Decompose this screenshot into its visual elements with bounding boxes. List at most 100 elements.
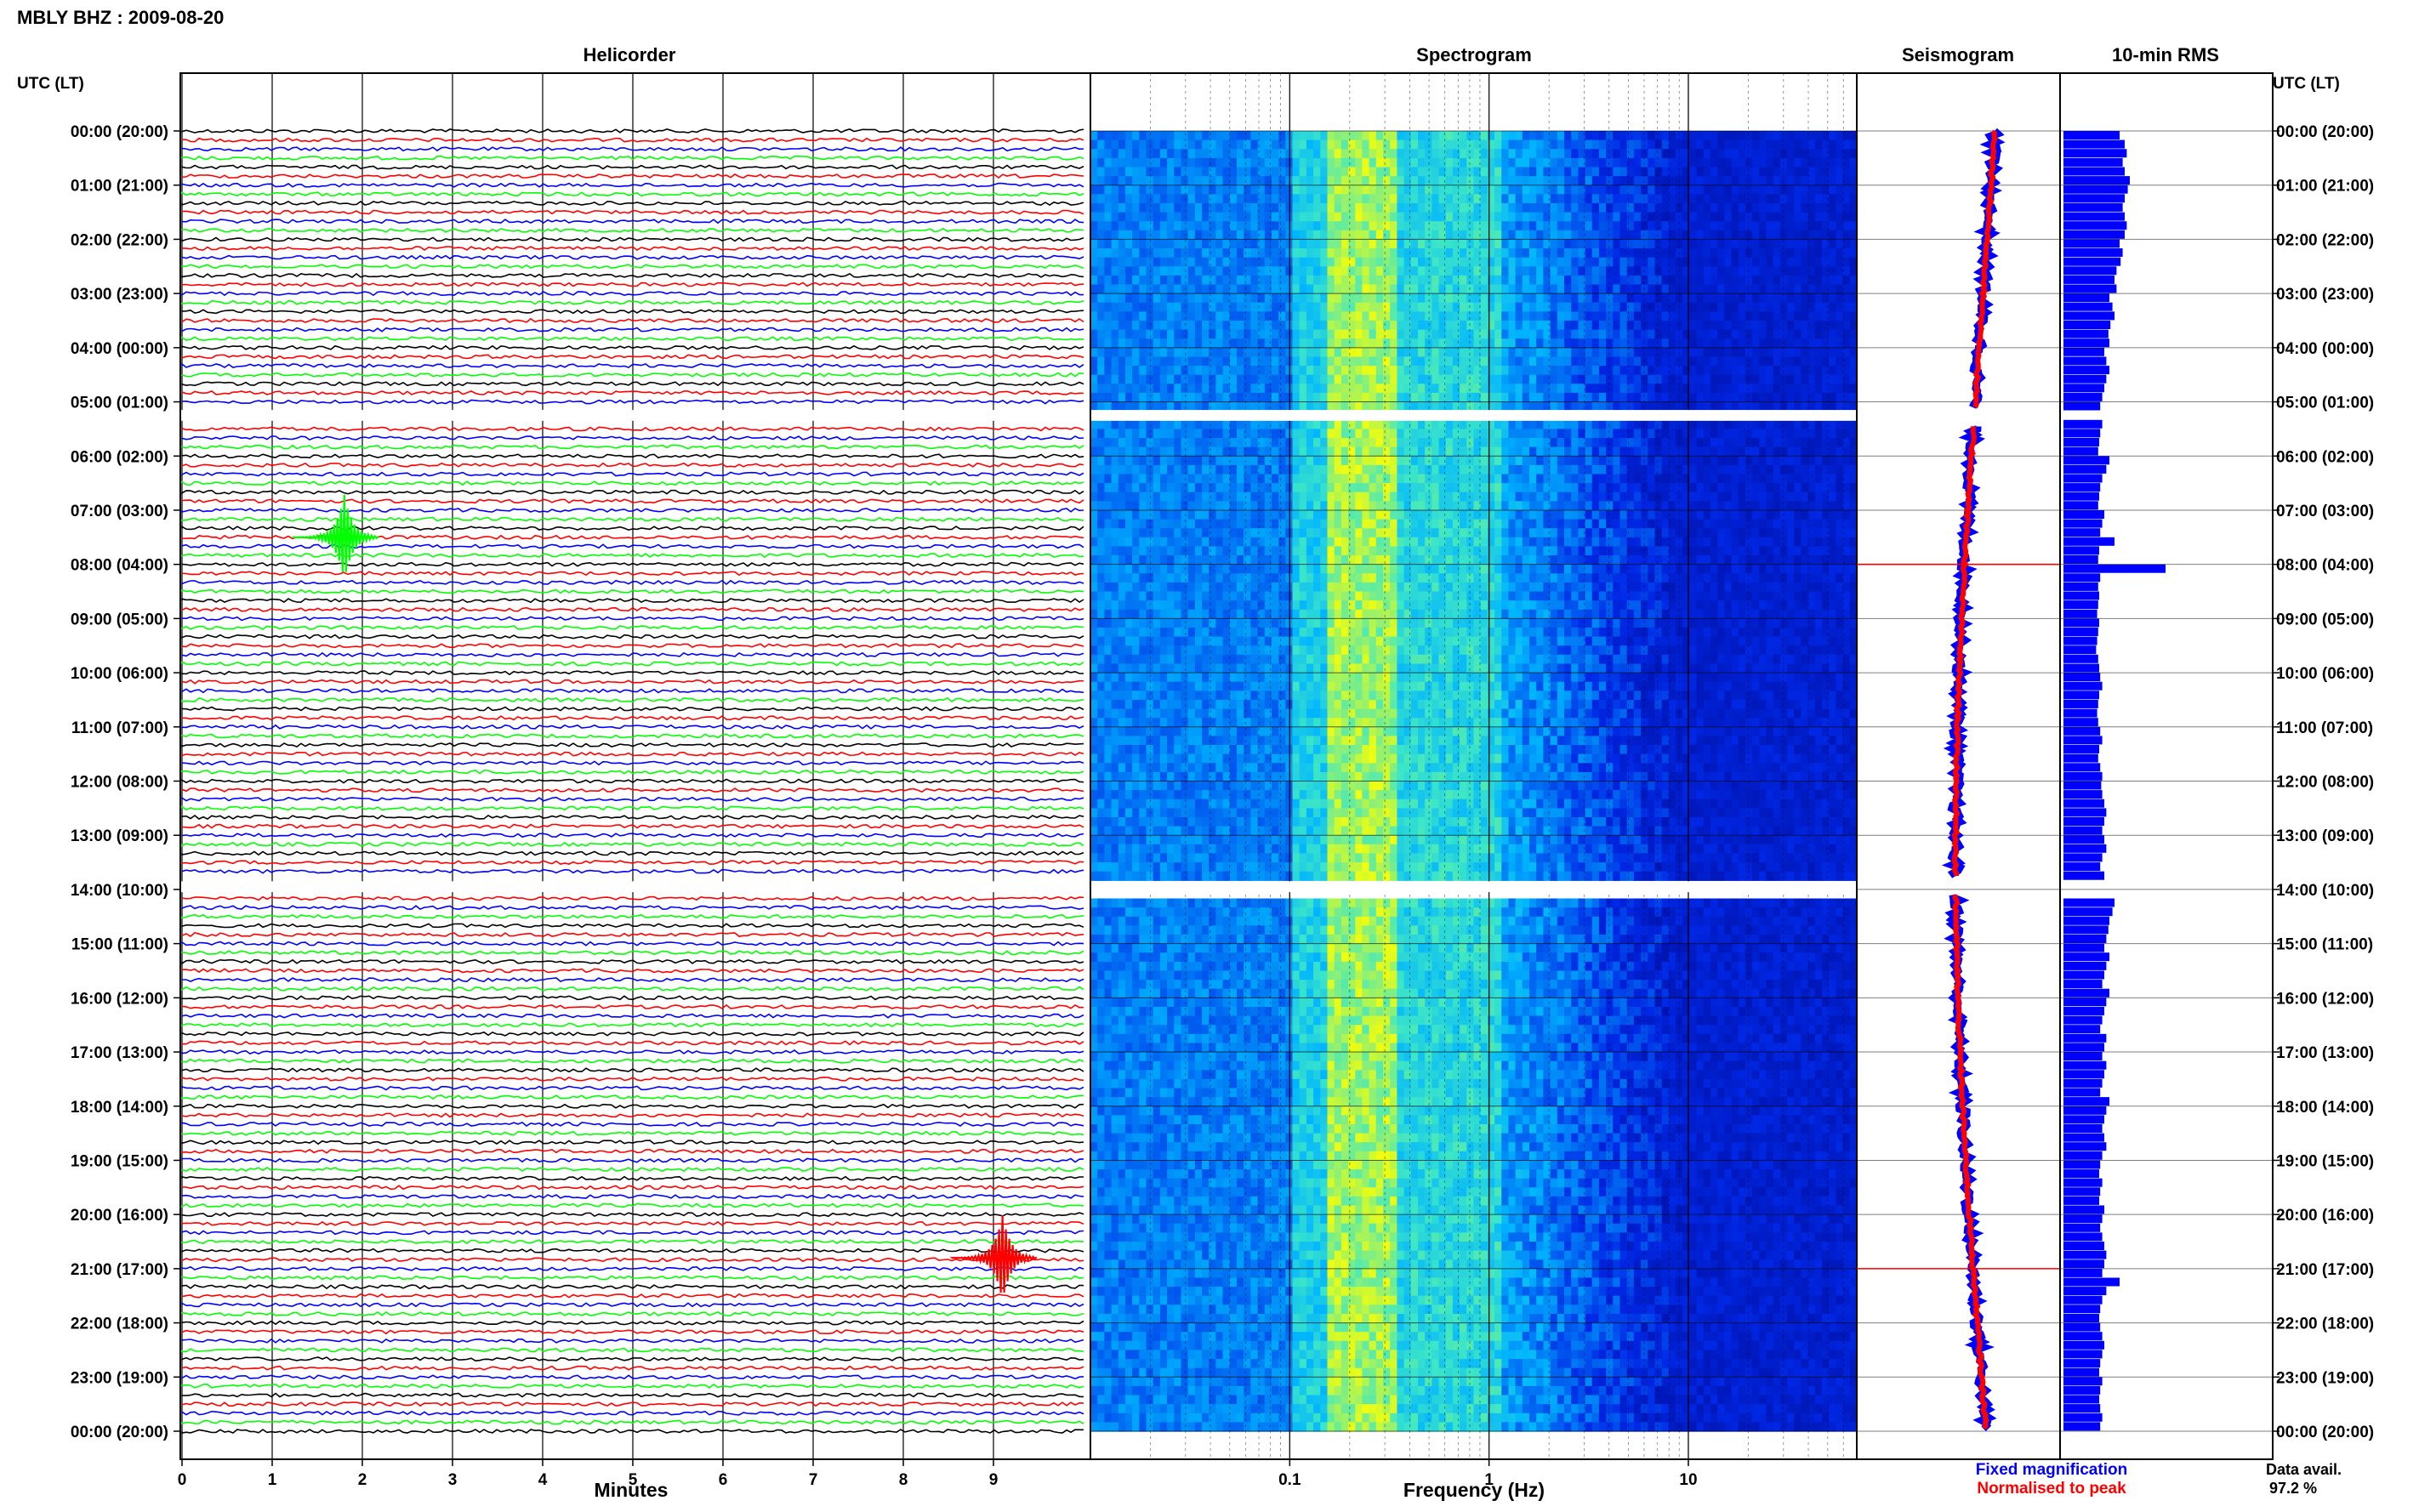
spectrogram-cell bbox=[1648, 483, 1656, 493]
spectrogram-cell bbox=[1515, 401, 1523, 412]
spectrogram-cell bbox=[1682, 176, 1690, 186]
spectrogram-cell bbox=[1425, 374, 1432, 384]
spectrogram-cell bbox=[1661, 176, 1670, 186]
spectrogram-cell bbox=[1578, 311, 1586, 321]
spectrogram-cell bbox=[1104, 311, 1113, 321]
spectrogram-cell bbox=[1598, 401, 1607, 412]
spectrogram-cell bbox=[1731, 474, 1739, 484]
spectrogram-cell bbox=[1299, 248, 1307, 259]
spectrogram-cell bbox=[1425, 131, 1432, 141]
spectrogram-cell bbox=[1215, 131, 1224, 141]
spectrogram-cell bbox=[1641, 257, 1648, 267]
spectrogram-cell bbox=[1557, 329, 1565, 339]
spectrogram-cell bbox=[1508, 401, 1517, 412]
spectrogram-cell bbox=[1822, 501, 1830, 511]
spectrogram-cell bbox=[1403, 131, 1412, 141]
spectrogram-cell bbox=[1703, 347, 1711, 357]
spectrogram-cell bbox=[1822, 392, 1830, 403]
spectrogram-cell bbox=[1250, 149, 1259, 159]
helicorder-trace bbox=[181, 543, 1084, 549]
spectrogram-cell bbox=[1836, 474, 1844, 484]
spectrogram-cell bbox=[1515, 338, 1523, 349]
spectrogram-cell bbox=[1522, 347, 1530, 357]
spectrogram-cell bbox=[1320, 139, 1329, 150]
spectrogram-cell bbox=[1626, 239, 1635, 249]
spectrogram-cell bbox=[1585, 202, 1593, 213]
spectrogram-cell bbox=[1731, 149, 1739, 159]
spectrogram-cell bbox=[1564, 230, 1572, 240]
spectrogram-cell bbox=[1606, 501, 1614, 511]
spectrogram-cell bbox=[1438, 464, 1447, 475]
spectrogram-cell bbox=[1598, 139, 1607, 150]
spectrogram-cell bbox=[1703, 338, 1711, 349]
spectrogram-cell bbox=[1822, 212, 1830, 222]
spectrogram-cell bbox=[1292, 429, 1301, 439]
spectrogram-cell bbox=[1515, 429, 1523, 439]
helicorder-trace bbox=[181, 291, 1084, 297]
spectrogram-cell bbox=[1578, 519, 1586, 529]
spectrogram-cell bbox=[1466, 212, 1475, 222]
spectrogram-cell bbox=[1703, 257, 1711, 267]
spectrogram-cell bbox=[1829, 302, 1836, 312]
spectrogram-cell bbox=[1272, 446, 1279, 457]
spectrogram-cell bbox=[1111, 519, 1119, 529]
spectrogram-cell bbox=[1641, 446, 1648, 457]
spectrogram-cell bbox=[1494, 212, 1502, 222]
spectrogram-cell bbox=[1829, 194, 1836, 204]
spectrogram-cell bbox=[1585, 275, 1593, 286]
spectrogram-cell bbox=[1460, 302, 1467, 312]
spectrogram-cell bbox=[1501, 347, 1510, 357]
spectrogram-cell bbox=[1529, 456, 1537, 466]
spectrogram-cell bbox=[1807, 139, 1816, 150]
spectrogram-cell bbox=[1272, 492, 1279, 502]
spectrogram-cell bbox=[1209, 194, 1216, 204]
spectrogram-cell bbox=[1571, 366, 1579, 376]
spectrogram-cell bbox=[1460, 139, 1467, 150]
spectrogram-cell bbox=[1501, 356, 1510, 367]
spectrogram-cell bbox=[1550, 338, 1558, 349]
spectrogram-cell bbox=[1836, 257, 1844, 267]
spectrogram-cell bbox=[1773, 510, 1781, 520]
spectrogram-cell bbox=[1585, 474, 1593, 484]
spectrogram-cell bbox=[1487, 456, 1495, 466]
spectrogram-cell bbox=[1842, 519, 1851, 529]
spectrogram-cell bbox=[1779, 456, 1788, 466]
spectrogram-cell bbox=[1794, 501, 1802, 511]
spectrogram-cell bbox=[1522, 401, 1530, 412]
spectrogram-cell bbox=[1807, 257, 1816, 267]
spectrogram-cell bbox=[1187, 356, 1196, 367]
spectrogram-cell bbox=[1146, 321, 1154, 331]
spectrogram-cell bbox=[1272, 248, 1279, 259]
spectrogram-cell bbox=[1237, 510, 1244, 520]
spectrogram-cell bbox=[1299, 202, 1307, 213]
spectrogram-cell bbox=[1327, 483, 1335, 493]
helicorder-trace bbox=[181, 1293, 1084, 1299]
spectrogram-cell bbox=[1557, 239, 1565, 249]
spectrogram-cell bbox=[1320, 212, 1329, 222]
spectrogram-cell bbox=[1452, 239, 1460, 249]
spectrogram-cell bbox=[1181, 202, 1189, 213]
spectrogram-cell bbox=[1250, 221, 1259, 231]
spectrogram-cell bbox=[1209, 131, 1216, 141]
spectrogram-cell bbox=[1244, 311, 1251, 321]
spectrogram-cell bbox=[1633, 194, 1642, 204]
spectrogram-cell bbox=[1159, 131, 1168, 141]
spectrogram-cell bbox=[1292, 528, 1301, 538]
spectrogram-cell bbox=[1473, 257, 1482, 267]
spectrogram-cell bbox=[1146, 347, 1154, 357]
spectrogram-cell bbox=[1153, 456, 1161, 466]
spectrogram-cell bbox=[1752, 131, 1760, 141]
spectrogram-cell bbox=[1689, 419, 1698, 429]
spectrogram-cell bbox=[1585, 248, 1593, 259]
helicorder-trace bbox=[181, 571, 1084, 577]
spectrogram-cell bbox=[1272, 329, 1279, 339]
spectrogram-cell bbox=[1125, 202, 1133, 213]
spectrogram-cell bbox=[1244, 167, 1251, 177]
spectrogram-cell bbox=[1222, 384, 1231, 394]
spectrogram-cell bbox=[1473, 266, 1482, 276]
spectrogram-cell bbox=[1313, 483, 1321, 493]
spectrogram-cell bbox=[1829, 284, 1836, 294]
spectrogram-cell bbox=[1375, 284, 1384, 294]
helicorder-trace bbox=[181, 1410, 1084, 1416]
spectrogram-cell bbox=[1348, 167, 1356, 177]
